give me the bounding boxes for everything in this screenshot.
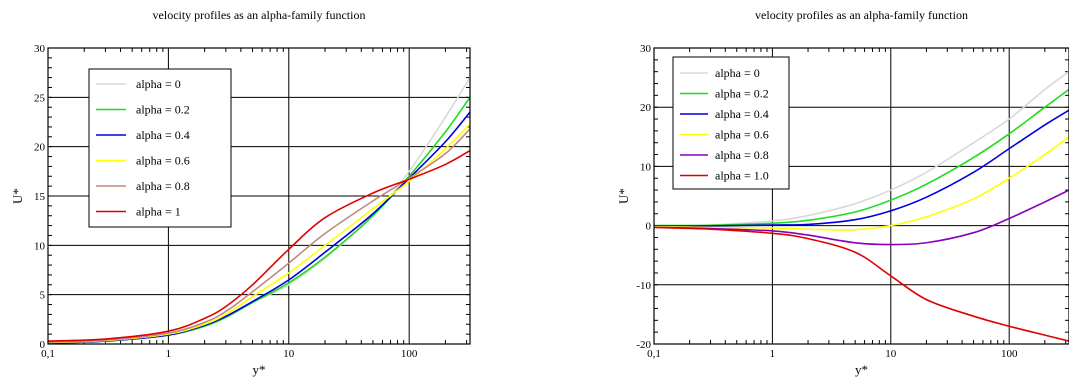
x-tick-label: 0,1 [41,348,55,360]
x-tick-label: 1 [166,348,172,360]
y-axis-label: U* [616,188,631,204]
x-axis-label: y* [855,362,868,377]
legend-label: alpha = 0.2 [136,103,190,117]
y-tick-label: 15 [34,191,46,203]
x-tick-label: 1 [770,348,776,360]
legend-label: alpha = 1 [136,205,181,219]
legend-label: alpha = 0 [136,77,181,91]
y-tick-label: -10 [636,280,651,292]
series-group [48,77,470,344]
series-line-4 [654,136,1069,231]
series-line-1 [654,71,1069,227]
legend-label: alpha = 0.8 [715,148,769,162]
legend-label: alpha = 0.6 [715,128,769,142]
series-line-5 [48,128,470,343]
y-tick-label: 30 [34,43,46,55]
x-tick-label: 0,1 [647,348,661,360]
series-line-3 [654,109,1069,227]
x-tick-label: 10 [283,348,295,360]
series-line-6 [48,149,470,342]
plot-frame [47,47,471,345]
y-tick-label: 20 [34,142,46,154]
y-tick-label: 10 [34,240,46,252]
y-tick-label: 0 [40,339,46,351]
series-line-2 [654,88,1069,227]
legend-label: alpha = 0.4 [136,128,190,142]
legend-box [88,68,232,228]
y-tick-label: 0 [646,221,652,233]
legend-box [672,56,790,190]
x-tick-label: 10 [885,348,897,360]
y-tick-label: 30 [640,43,652,55]
chart-title: velocity profiles as an alpha-family fun… [153,8,366,22]
series-group [654,71,1069,342]
y-tick-label: 25 [34,92,46,104]
legend-label: alpha = 0.8 [136,179,190,193]
x-tick-label: 100 [401,348,418,360]
plot-frame [653,47,1069,345]
y-tick-label: -20 [636,339,651,351]
y-tick-label: 20 [640,102,652,114]
series-line-3 [48,111,470,344]
chart-2: velocity profiles as an alpha-family fun… [616,8,1069,377]
legend-label: alpha = 1.0 [715,169,769,183]
y-tick-label: 5 [40,290,46,302]
chart-title: velocity profiles as an alpha-family fun… [755,8,968,22]
chart-1: velocity profiles as an alpha-family fun… [10,8,471,377]
legend-label: alpha = 0.4 [715,107,769,121]
series-line-6 [654,226,1069,342]
legend-label: alpha = 0.2 [715,87,769,101]
series-line-5 [654,189,1069,246]
x-axis-label: y* [253,362,266,377]
legend-label: alpha = 0 [715,66,760,80]
legend-label: alpha = 0.6 [136,154,190,168]
x-tick-label: 100 [1001,348,1018,360]
legend: alpha = 0 alpha = 0.2 alpha = 0.4 alpha = 0… [672,56,790,190]
y-axis-label: U* [10,188,25,204]
legend: alpha = 0 alpha = 0.2 alpha = 0.4 alpha = 0… [88,68,232,228]
y-tick-label: 10 [640,161,652,173]
